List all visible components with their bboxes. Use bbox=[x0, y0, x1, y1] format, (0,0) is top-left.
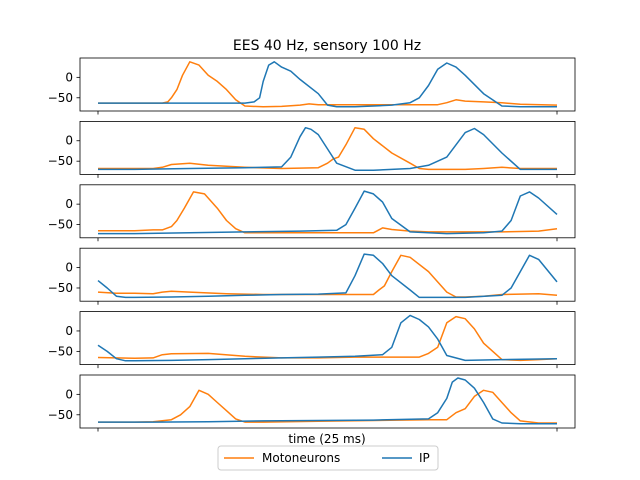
series-line-ip bbox=[98, 126, 557, 171]
series-line-motoneurons bbox=[98, 126, 557, 171]
subplot-1: 0 −50 bbox=[48, 57, 576, 115]
y-tick-label: 0 bbox=[65, 70, 73, 84]
y-tick-label: 0 bbox=[65, 197, 73, 211]
subplot-6: 0 −50 bbox=[48, 374, 576, 432]
legend-frame bbox=[217, 445, 439, 471]
y-tick-label: −50 bbox=[48, 91, 73, 105]
series-line-motoneurons bbox=[98, 61, 558, 108]
series-line-motoneurons bbox=[98, 389, 557, 424]
legend-label-motoneurons: Motoneurons bbox=[262, 451, 340, 465]
subplot-frame bbox=[79, 374, 576, 429]
subplot-2: 0−50 bbox=[48, 121, 576, 178]
y-tick-label: −50 bbox=[48, 281, 73, 295]
subplots: 0 −50 0 −50 0 −50 0 −50 0 −50 0 −50 bbox=[48, 57, 576, 432]
series-line-ip bbox=[98, 377, 557, 425]
subplot-4: 0−50 bbox=[48, 247, 576, 305]
subplot-3: 0 −50 bbox=[48, 184, 576, 242]
subplot-frame bbox=[79, 57, 576, 112]
y-tick-label: −50 bbox=[48, 154, 73, 168]
series-line-ip bbox=[98, 61, 557, 108]
subplot-frame bbox=[79, 311, 576, 366]
y-tick-label: 0 bbox=[65, 261, 73, 275]
y-tick-label: 0 bbox=[65, 134, 73, 148]
subplot-frame bbox=[79, 247, 576, 302]
series-line-motoneurons bbox=[97, 315, 558, 362]
series-line-motoneurons bbox=[98, 191, 558, 234]
subplot-frame bbox=[79, 121, 576, 175]
subplot-5: 0−50 bbox=[48, 311, 576, 369]
y-tick-label: 0 bbox=[65, 387, 73, 401]
subplot-frame bbox=[79, 184, 576, 239]
x-axis-label: time (25 ms) bbox=[288, 432, 365, 446]
series-line-ip bbox=[97, 253, 558, 299]
chart-title: EES 40 Hz, sensory 100 Hz bbox=[233, 38, 421, 54]
series-line-ip bbox=[97, 314, 558, 362]
y-tick-label: −50 bbox=[48, 408, 73, 422]
y-tick-label: −50 bbox=[48, 344, 73, 358]
y-tick-label: −50 bbox=[48, 218, 73, 232]
series-line-ip bbox=[98, 190, 558, 235]
y-tick-label: 0 bbox=[65, 324, 73, 338]
legend-label-ip: IP bbox=[419, 451, 430, 465]
legend: Motoneurons IP bbox=[217, 445, 439, 471]
